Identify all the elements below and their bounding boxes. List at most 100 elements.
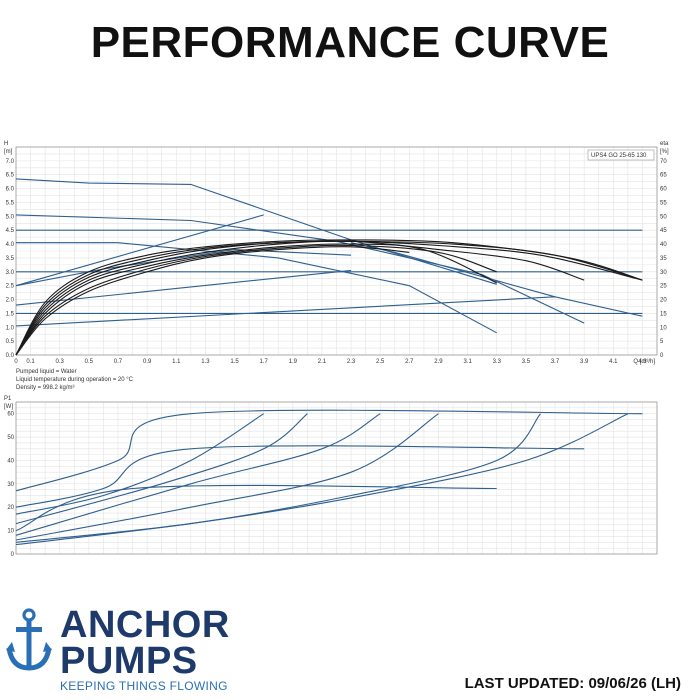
power-plot-border <box>15 401 658 555</box>
brand-tagline: KEEPING THINGS FLOWING <box>60 679 228 693</box>
power-y-tick-label: 0 <box>11 552 15 558</box>
anchor-icon <box>6 608 52 671</box>
x-tick-label: 4.3 <box>638 359 647 365</box>
power-curve-4 <box>15 413 308 525</box>
power-curve-3 <box>15 484 497 532</box>
x-tick-label: 0.7 <box>114 359 123 365</box>
y-tick-label: 6.0 <box>6 187 15 193</box>
y2-tick-label: 55 <box>660 200 667 206</box>
x-tick-label: 3.1 <box>463 359 472 365</box>
y-tick-label: 5.5 <box>6 200 15 206</box>
power-curve-2 <box>15 413 264 515</box>
power-axis-label: P1 <box>4 396 12 402</box>
x-tick-label: 0 <box>14 359 18 365</box>
x-tick-label: 2.1 <box>318 359 327 365</box>
power-y-tick-label: 10 <box>7 529 14 535</box>
y-tick-label: 2.5 <box>6 284 15 290</box>
chart-note: Liquid temperature during operation = 20… <box>16 377 134 383</box>
x-tick-label: 2.7 <box>405 359 414 365</box>
head-curve-2 <box>16 242 497 334</box>
x-tick-label: 3.3 <box>493 359 502 365</box>
y2-tick-label: 15 <box>660 311 667 317</box>
power-curve-0 <box>15 409 643 492</box>
y2-tick-label: 45 <box>660 228 667 234</box>
y-tick-label: 7.0 <box>6 159 15 165</box>
power-curve-7 <box>15 413 541 543</box>
head-chart-frame <box>15 146 658 356</box>
brand-line2: PUMPS <box>60 640 198 682</box>
y2-tick-label: 70 <box>660 159 667 165</box>
x-tick-label: 2.9 <box>434 359 443 365</box>
y-tick-label: 0.0 <box>6 353 15 359</box>
power-y-tick-label: 40 <box>7 458 14 464</box>
x-tick-label: 0.5 <box>85 359 94 365</box>
x-tick-label: 2.3 <box>347 359 356 365</box>
x-tick-label: 1.9 <box>289 359 298 365</box>
y2-tick-label: 5 <box>660 339 664 345</box>
y2-tick-label: 35 <box>660 256 667 262</box>
y-tick-label: 3.0 <box>6 270 15 276</box>
legend-box <box>587 149 655 161</box>
y-tick-label: 0.5 <box>6 339 15 345</box>
head-plot-border <box>15 146 658 356</box>
y-tick-label: 5.0 <box>6 214 15 220</box>
x-tick-label: 2.5 <box>376 359 385 365</box>
y2-tick-label: 10 <box>660 325 667 331</box>
power-curve-5 <box>15 413 381 536</box>
y-tick-label: 1.5 <box>6 311 15 317</box>
power-y-tick-label: 60 <box>7 412 14 418</box>
y2-tick-label: 20 <box>660 298 667 304</box>
chart-note: Pumped liquid = Water <box>16 369 77 375</box>
last-updated: LAST UPDATED: 09/06/26 (LH) <box>464 675 681 692</box>
x-tick-label: 3.7 <box>551 359 560 365</box>
y-tick-label: 4.0 <box>6 242 15 248</box>
head-curve-6 <box>15 214 264 287</box>
y-tick-label: 6.5 <box>6 173 15 179</box>
y2-tick-label: 25 <box>660 284 667 290</box>
y2-tick-label: 50 <box>660 214 667 220</box>
x-tick-label: 1.7 <box>259 359 268 365</box>
chart-note: Density = 998.2 kg/m³ <box>16 385 75 391</box>
efficiency-curve-5 <box>15 244 497 356</box>
y-tick-label: 2.0 <box>6 298 15 304</box>
y2-axis-label: eta <box>660 141 669 147</box>
y-tick-label: 4.5 <box>6 228 15 234</box>
x-tick-label: 0.3 <box>56 359 65 365</box>
brand-line1: ANCHOR <box>60 604 230 646</box>
power-y-tick-label: 30 <box>7 482 14 488</box>
head-curve-8 <box>15 296 643 327</box>
power-axis-unit: [W] <box>4 404 13 410</box>
y2-tick-label: 40 <box>660 242 667 248</box>
x-tick-label: 4.1 <box>609 359 618 365</box>
x-tick-label: 1.5 <box>230 359 239 365</box>
x-tick-label: 0.1 <box>26 359 35 365</box>
y-axis-unit: [m] <box>4 149 13 155</box>
y2-tick-label: 60 <box>660 187 667 193</box>
power-y-tick-label: 20 <box>7 505 14 511</box>
power-curve-1 <box>15 445 585 508</box>
efficiency-curve-1 <box>15 240 585 356</box>
chart-title: UPS4 GO 25-65 130 <box>591 153 647 159</box>
x-axis-label: Q [m³/h] <box>633 359 655 365</box>
power-y-tick-label: 50 <box>7 435 14 441</box>
y2-tick-label: 65 <box>660 173 667 179</box>
x-tick-label: 1.1 <box>172 359 181 365</box>
x-tick-label: 0.9 <box>143 359 152 365</box>
efficiency-curve-4 <box>15 239 643 356</box>
power-curve-8 <box>15 413 629 546</box>
x-tick-label: 3.9 <box>580 359 589 365</box>
y2-axis-unit: [%] <box>660 149 669 155</box>
x-tick-label: 1.3 <box>201 359 210 365</box>
power-chart-frame <box>15 401 658 555</box>
y2-tick-label: 30 <box>660 270 667 276</box>
power-curve-6 <box>15 413 439 541</box>
y-tick-label: 3.5 <box>6 256 15 262</box>
head-curve-7 <box>15 269 352 306</box>
y-axis-label: H <box>4 141 8 147</box>
x-tick-label: 3.5 <box>522 359 531 365</box>
head-curve-10 <box>15 249 352 287</box>
y2-tick-label: 0 <box>660 353 664 359</box>
efficiency-curve-6 <box>15 246 410 356</box>
page-title: PERFORMANCE CURVE <box>90 18 610 67</box>
